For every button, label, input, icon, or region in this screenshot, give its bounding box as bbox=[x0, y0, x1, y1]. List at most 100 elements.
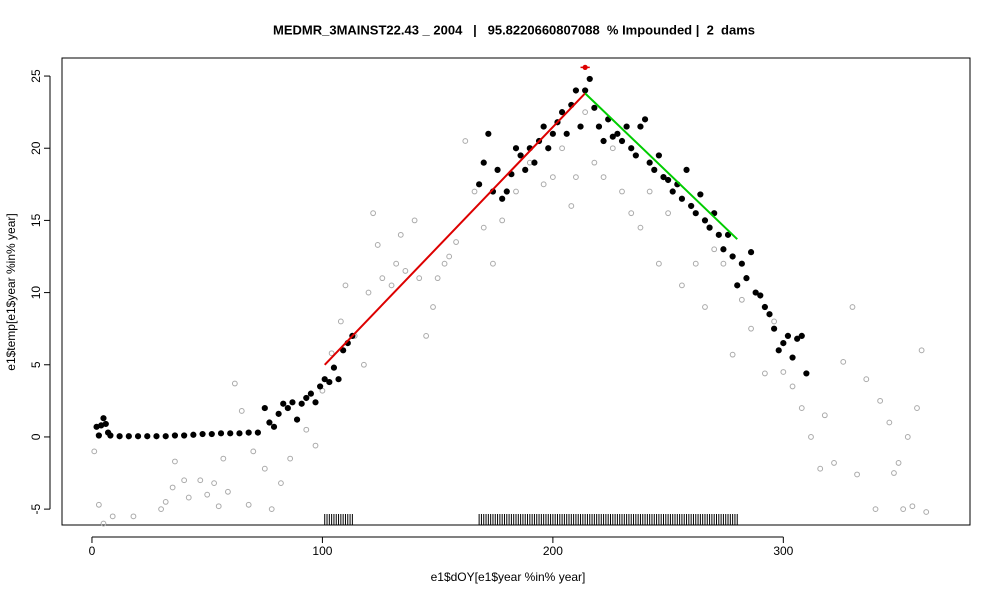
point bbox=[485, 130, 492, 137]
point bbox=[872, 506, 879, 513]
point bbox=[549, 174, 556, 180]
point bbox=[303, 426, 310, 433]
point bbox=[895, 460, 902, 466]
point bbox=[720, 260, 727, 267]
point bbox=[609, 145, 616, 152]
point bbox=[134, 433, 142, 440]
point bbox=[335, 376, 342, 383]
point bbox=[434, 275, 441, 282]
x-tick-label: 100 bbox=[312, 544, 332, 558]
point bbox=[227, 430, 234, 437]
point bbox=[494, 166, 501, 173]
point bbox=[771, 325, 778, 332]
point bbox=[130, 513, 137, 520]
point bbox=[172, 458, 178, 465]
point bbox=[877, 397, 884, 404]
point bbox=[116, 433, 123, 440]
y-tick-label: 10 bbox=[29, 286, 43, 300]
point bbox=[771, 318, 778, 325]
point bbox=[307, 390, 314, 397]
point bbox=[545, 145, 552, 152]
point bbox=[923, 509, 930, 515]
point bbox=[430, 304, 436, 310]
point bbox=[669, 188, 676, 195]
point bbox=[513, 188, 519, 195]
point bbox=[780, 340, 787, 347]
y-tick-label: 25 bbox=[29, 69, 43, 83]
point bbox=[766, 311, 773, 318]
point bbox=[503, 188, 510, 195]
point bbox=[342, 282, 349, 289]
point bbox=[374, 242, 381, 248]
point bbox=[250, 448, 257, 455]
point bbox=[692, 210, 699, 217]
point bbox=[441, 260, 448, 267]
point bbox=[577, 123, 584, 130]
point bbox=[220, 455, 227, 462]
point bbox=[706, 224, 713, 231]
point bbox=[761, 303, 768, 311]
point bbox=[303, 394, 310, 402]
x-tick-label: 200 bbox=[543, 544, 563, 558]
point bbox=[854, 471, 860, 478]
point bbox=[261, 465, 268, 472]
point bbox=[614, 130, 621, 137]
fit-line bbox=[584, 92, 738, 240]
point bbox=[245, 429, 252, 436]
point bbox=[211, 480, 218, 487]
point bbox=[540, 181, 547, 188]
point bbox=[266, 419, 273, 426]
point bbox=[701, 217, 709, 224]
point bbox=[720, 246, 727, 253]
point bbox=[646, 159, 653, 166]
point bbox=[618, 137, 626, 145]
point bbox=[688, 202, 695, 210]
point bbox=[863, 376, 870, 383]
point bbox=[582, 109, 589, 116]
point bbox=[678, 195, 686, 202]
point bbox=[102, 420, 109, 428]
point bbox=[446, 253, 453, 260]
point bbox=[757, 292, 764, 299]
point bbox=[100, 520, 107, 527]
point bbox=[231, 380, 238, 387]
point bbox=[517, 152, 524, 159]
point bbox=[95, 432, 102, 439]
point bbox=[109, 513, 116, 520]
point bbox=[471, 188, 478, 195]
point bbox=[330, 364, 338, 371]
point bbox=[600, 174, 607, 180]
point bbox=[95, 501, 102, 508]
point bbox=[261, 404, 268, 412]
point bbox=[402, 268, 409, 274]
point bbox=[480, 224, 487, 231]
point bbox=[711, 246, 718, 253]
point bbox=[558, 109, 566, 116]
point bbox=[563, 130, 570, 137]
point bbox=[665, 210, 672, 217]
point bbox=[298, 400, 305, 407]
point bbox=[559, 145, 565, 152]
point bbox=[268, 506, 275, 513]
point bbox=[738, 296, 745, 303]
point bbox=[144, 433, 151, 440]
point bbox=[293, 416, 301, 423]
point bbox=[780, 369, 787, 375]
point bbox=[789, 383, 796, 390]
point bbox=[204, 491, 211, 498]
point bbox=[453, 239, 459, 245]
point bbox=[397, 231, 404, 238]
point bbox=[312, 399, 319, 406]
point bbox=[158, 506, 164, 513]
point bbox=[729, 351, 736, 358]
point bbox=[284, 404, 291, 412]
point bbox=[628, 145, 635, 152]
point bbox=[360, 361, 367, 368]
point bbox=[600, 137, 607, 145]
point bbox=[199, 430, 206, 438]
point bbox=[595, 123, 603, 130]
point bbox=[909, 503, 916, 510]
point bbox=[817, 465, 824, 472]
point bbox=[169, 484, 176, 491]
point bbox=[388, 282, 395, 289]
